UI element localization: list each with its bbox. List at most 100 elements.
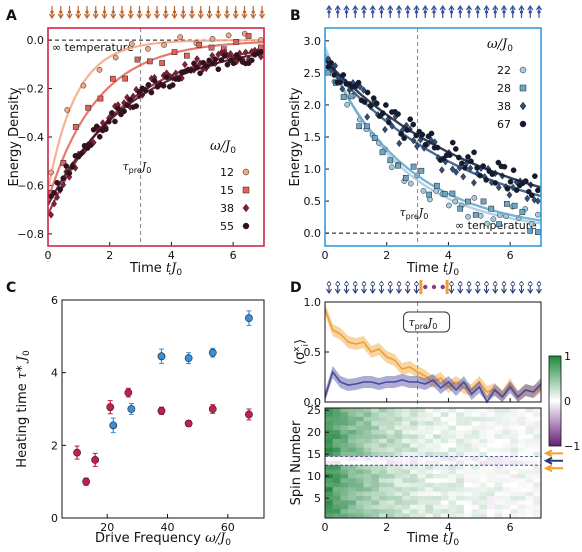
heatmap-cell (487, 421, 496, 426)
heatmap-cell (371, 487, 380, 492)
data-point (357, 82, 364, 91)
heatmap-cell (394, 430, 403, 435)
heatmap-cell (386, 412, 395, 418)
heatmap-cell (325, 425, 334, 431)
spin-dot (440, 284, 445, 290)
heatmap-cell (379, 452, 388, 457)
infinite-temperature-label: ∞ temperature (52, 41, 134, 54)
spin-dot (199, 10, 203, 14)
heatmap-cell (402, 443, 411, 448)
data-point (160, 82, 167, 89)
panel-a-frame (47, 27, 265, 247)
heatmap-cell (348, 465, 357, 470)
data-point (418, 167, 425, 174)
data-point (507, 178, 514, 185)
heatmap-cell (487, 478, 496, 484)
heatmap-cell (494, 487, 503, 492)
heatmap-cell (402, 487, 411, 492)
heatmap-cell (394, 421, 403, 426)
heatmap-cell (517, 509, 526, 514)
heatmap-cell (463, 447, 472, 453)
heatmap-cell (471, 491, 480, 497)
data-point (474, 164, 480, 171)
legend-marker (519, 101, 527, 111)
heatmap-cell (379, 496, 388, 501)
data-point (188, 67, 194, 74)
x-tick-label: 4 (168, 249, 175, 262)
heatmap-cell (417, 408, 426, 413)
spin-dot (536, 281, 542, 287)
heatmap-cell (440, 496, 449, 501)
panel-a: 0 2 4 6 −0.8 −0.6 −0.4 −0.2 0.0 ∞ temperature τpre… (7, 27, 265, 278)
heatmap-cell (456, 447, 465, 453)
heatmap-cell (355, 452, 364, 457)
legend-marker (242, 222, 250, 230)
data-point (379, 110, 386, 116)
heatmap-cell (332, 425, 341, 431)
heatmap-cell (425, 474, 434, 479)
data-point (457, 205, 464, 212)
y-tick-label: 10 (307, 470, 321, 483)
spin-dot (501, 281, 507, 287)
heatmap-cell (479, 478, 488, 484)
panel-a-xlabel: Time tJ0 (129, 261, 182, 278)
heatmap-cell (440, 513, 449, 519)
heatmap-cell (517, 421, 526, 426)
spin-dot (59, 10, 63, 14)
heatmap-cell (448, 509, 457, 514)
data-point (496, 221, 502, 228)
heatmap-cell (510, 460, 519, 466)
heatmap-cell (340, 474, 349, 479)
heatmap-cell (479, 509, 488, 514)
heatmap-cell (463, 500, 472, 506)
heatmap-cell (463, 430, 472, 435)
heatmap-cell (494, 491, 503, 497)
heatmap-cell (402, 430, 411, 435)
data-point (360, 86, 367, 94)
heatmap-cell (533, 447, 542, 453)
heatmap-cell (332, 469, 341, 475)
heatmap-cell (348, 438, 357, 444)
spin-dot (388, 281, 393, 287)
heatmap-cell (510, 496, 519, 501)
prethermal-time-label: τpreJ0 (123, 160, 152, 175)
heatmap-cell (332, 460, 341, 466)
heatmap-cell (348, 478, 357, 484)
heatmap-cell (456, 500, 465, 506)
spin-dot (370, 281, 375, 287)
colorbar-tick-label: 0 (564, 395, 571, 408)
heatmap-cell (433, 434, 442, 440)
heatmap-cell (502, 456, 511, 462)
legend-label: 28 (497, 82, 511, 95)
data-point (504, 185, 511, 192)
spin-dot (76, 10, 80, 14)
spin-dot (493, 10, 497, 14)
heatmap-cell (363, 482, 372, 488)
heatmap-cell (525, 482, 534, 488)
spin-arrows-d (326, 280, 542, 295)
heatmap-cell (425, 412, 434, 418)
fit-curve (324, 59, 542, 189)
spin-dot (396, 281, 402, 287)
heatmap-cell (340, 491, 349, 497)
heatmap-cell (386, 469, 395, 475)
data-point (181, 60, 188, 69)
heatmap-cell (502, 438, 511, 444)
spin-dot (466, 281, 472, 287)
y-tick-label: 25 (307, 404, 321, 417)
spin-dot (414, 10, 419, 14)
heatmap-cell (379, 456, 388, 462)
heatmap-cell (394, 447, 403, 453)
legend-marker (519, 84, 527, 92)
data-point (367, 102, 374, 109)
heatmap-cell (448, 430, 457, 435)
data-point (396, 139, 403, 148)
heatmap-cell (379, 438, 388, 444)
data-point (145, 45, 151, 52)
heatmap-cell (417, 412, 426, 418)
legend-label: 55 (220, 220, 234, 233)
data-point (66, 170, 73, 177)
heatmap-cell (471, 504, 480, 510)
heatmap-cell (348, 456, 357, 462)
heatmap-cell (471, 456, 480, 462)
